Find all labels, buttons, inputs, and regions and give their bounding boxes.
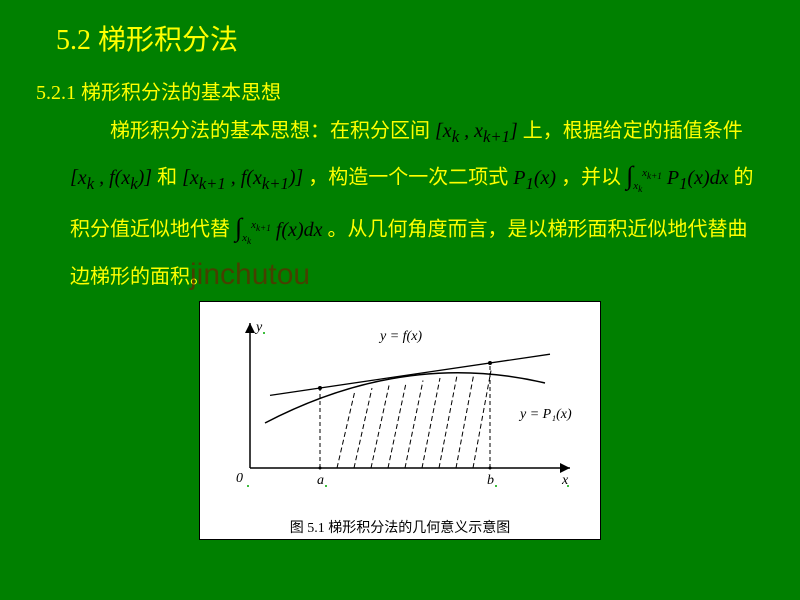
svg-text:b: b [487,473,494,488]
text-run: 梯形积分法的基本思想：在积分区间 [110,120,430,142]
figure-container: 0abxyy = f(x)y = P₁(x) 图 5.1 梯形积分法的几何意义示… [0,301,800,540]
math-int1: ∫xkxk+1 P1(x)dx [626,167,728,189]
svg-text:0: 0 [236,471,243,486]
svg-text:y: y [254,320,263,335]
math-poly: P1(x) [513,167,556,189]
figure: 0abxyy = f(x)y = P₁(x) 图 5.1 梯形积分法的几何意义示… [199,301,601,540]
math-interval: [xk , xk+1] [435,120,518,142]
text-run: 和 [157,167,177,189]
figure-caption: 图 5.1 梯形积分法的几何意义示意图 [210,517,590,537]
figure-svg: 0abxyy = f(x)y = P₁(x) [210,308,590,508]
text-run: ，构造一个一次二项式 [308,167,508,189]
math-cond1: [xk , f(xk)] [70,167,152,189]
svg-text:y = P₁(x): y = P₁(x) [518,407,572,422]
text-run: 上，根据给定的插值条件 [523,120,743,142]
body-text: 梯形积分法的基本思想：在积分区间 [xk , xk+1] 上，根据给定的插值条件… [0,105,800,295]
svg-text:a: a [317,473,324,488]
math-int2: ∫xkxk+1 f(x)dx [235,219,323,241]
text-run: ，并以 [561,167,626,189]
math-cond2: [xk+1 , f(xk+1)] [182,167,303,189]
subsection-title: 5.2.1 梯形积分法的基本思想 [0,58,800,105]
slide: 5.2 梯形积分法 5.2.1 梯形积分法的基本思想 梯形积分法的基本思想：在积… [0,0,800,600]
section-title: 5.2 梯形积分法 [0,0,800,58]
svg-text:y = f(x): y = f(x) [378,329,422,344]
